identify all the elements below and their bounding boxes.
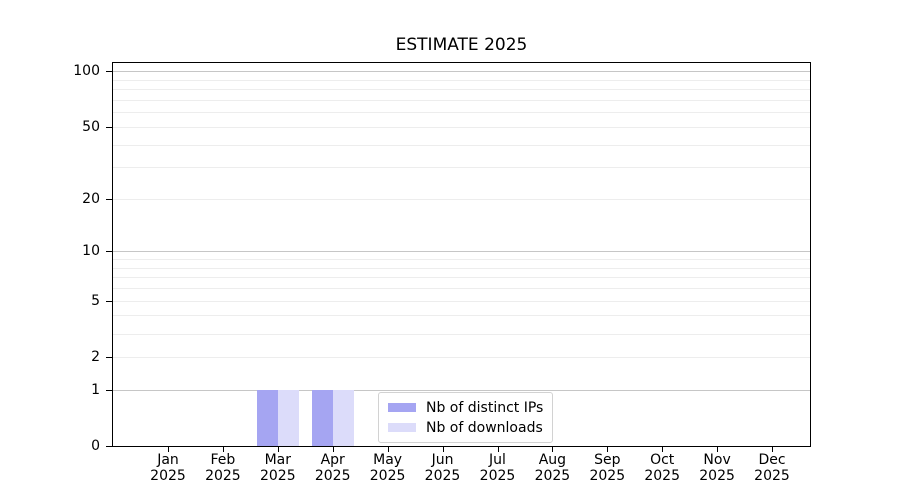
x-tick-label-line: Feb	[210, 452, 236, 468]
minor-gridline	[113, 300, 810, 302]
minor-gridline	[113, 144, 810, 146]
x-tick-mark	[442, 446, 444, 452]
legend-row: Nb of distinct IPs	[388, 398, 543, 417]
minor-gridline	[113, 112, 810, 114]
y-tick-label: 1	[91, 381, 100, 398]
y-tick-mark	[106, 71, 113, 73]
y-tick-mark	[106, 300, 113, 302]
x-tick-label-line: 2025	[150, 468, 186, 484]
plot-area: Nb of distinct IPs Nb of downloads	[112, 62, 811, 447]
x-tick-label-line: Jan	[157, 452, 179, 468]
minor-gridline	[113, 126, 810, 128]
x-tick-mark	[497, 446, 499, 452]
minor-gridline	[113, 89, 810, 91]
x-tick-label-line: 2025	[589, 468, 626, 484]
x-tick-mark	[552, 446, 554, 452]
x-tick-label-line: Nov	[703, 452, 731, 468]
x-tick-label: May 2025	[356, 452, 420, 484]
minor-gridline	[113, 333, 810, 335]
x-tick-label-line: 2025	[369, 468, 406, 484]
bar-nb-of-downloads	[332, 389, 354, 446]
bar-nb-of-distinct-ips	[311, 389, 333, 446]
y-tick-mark	[106, 126, 113, 128]
x-tick-label-line: 2025	[205, 468, 241, 484]
x-tick-label: Dec 2025	[740, 452, 804, 484]
x-tick-label-line: Mar	[264, 452, 291, 468]
x-tick-mark	[168, 446, 169, 452]
x-tick-mark	[607, 446, 609, 452]
x-tick-label-line: 2025	[699, 468, 735, 484]
major-gridline	[113, 71, 810, 73]
y-tick-label: 50	[82, 118, 100, 135]
x-tick-label-line: Jun	[431, 452, 454, 468]
y-tick-mark	[106, 389, 113, 391]
x-tick-label-line: May	[373, 452, 403, 468]
x-tick-label-line: 2025	[314, 468, 351, 484]
minor-gridline	[113, 167, 810, 169]
minor-gridline	[113, 267, 810, 269]
x-tick-label-line: 2025	[479, 468, 516, 484]
x-tick-label: Aug 2025	[520, 452, 584, 484]
x-tick-label: Jun 2025	[411, 452, 475, 484]
legend-swatch-nb-of-distinct-ips	[388, 403, 416, 412]
legend-label: Nb of distinct IPs	[426, 399, 544, 416]
y-tick-mark	[106, 251, 113, 253]
x-tick-mark	[717, 446, 719, 452]
legend-label: Nb of downloads	[426, 419, 543, 436]
x-tick-mark	[277, 446, 279, 452]
bar-nb-of-distinct-ips	[256, 389, 278, 446]
minor-gridline	[113, 288, 810, 290]
legend-swatch-nb-of-downloads	[388, 423, 416, 432]
x-tick-label: Jan 2025	[136, 452, 200, 484]
legend: Nb of distinct IPs Nb of downloads	[378, 392, 554, 443]
x-tick-label: Jul 2025	[466, 452, 530, 484]
x-tick-label-line: 2025	[424, 468, 461, 484]
y-tick-mark	[106, 198, 113, 200]
major-gridline	[113, 251, 810, 253]
x-tick-mark	[332, 446, 334, 452]
x-tick-mark	[662, 446, 664, 452]
x-tick-label: Apr 2025	[301, 452, 365, 484]
y-tick-label: 0	[91, 438, 100, 454]
y-tick-label: 20	[82, 190, 100, 207]
x-tick-label-line: Sep	[594, 452, 621, 468]
x-tick-label-line: Dec	[758, 452, 786, 468]
minor-gridline	[113, 259, 810, 261]
x-tick-label: Mar 2025	[246, 452, 310, 484]
x-tick-label: Nov 2025	[685, 452, 749, 484]
x-tick-label: Sep 2025	[575, 452, 639, 484]
x-tick-mark	[772, 446, 773, 452]
major-gridline	[113, 389, 810, 391]
minor-gridline	[113, 315, 810, 317]
chart-title: ESTIMATE 2025	[395, 35, 528, 55]
x-tick-label-line: 2025	[644, 468, 680, 484]
minor-gridline	[113, 100, 810, 101]
bar-nb-of-downloads	[277, 389, 299, 446]
x-tick-label-line: Aug	[538, 452, 567, 468]
x-tick-mark	[222, 446, 224, 452]
legend-row: Nb of downloads	[388, 418, 543, 437]
x-tick-label-line: Apr	[320, 452, 345, 468]
y-tick-mark	[106, 356, 113, 358]
x-tick-label: Oct 2025	[630, 452, 694, 484]
x-tick-label-line: 2025	[754, 468, 790, 484]
x-tick-mark	[387, 446, 389, 452]
x-tick-label-line: Jul	[489, 452, 506, 468]
x-tick-label: Feb 2025	[191, 452, 255, 484]
x-tick-label-line: 2025	[259, 468, 296, 484]
minor-gridline	[113, 277, 810, 279]
y-tick-label: 2	[91, 348, 100, 365]
x-tick-label-line: 2025	[534, 468, 571, 484]
x-tick-label-line: Oct	[650, 452, 675, 468]
minor-gridline	[113, 79, 810, 81]
y-tick-label: 10	[82, 243, 100, 260]
y-tick-label: 100	[73, 63, 100, 80]
y-tick-label: 5	[91, 292, 100, 309]
minor-gridline	[113, 356, 810, 358]
minor-gridline	[113, 198, 810, 200]
y-tick-mark	[106, 446, 113, 447]
